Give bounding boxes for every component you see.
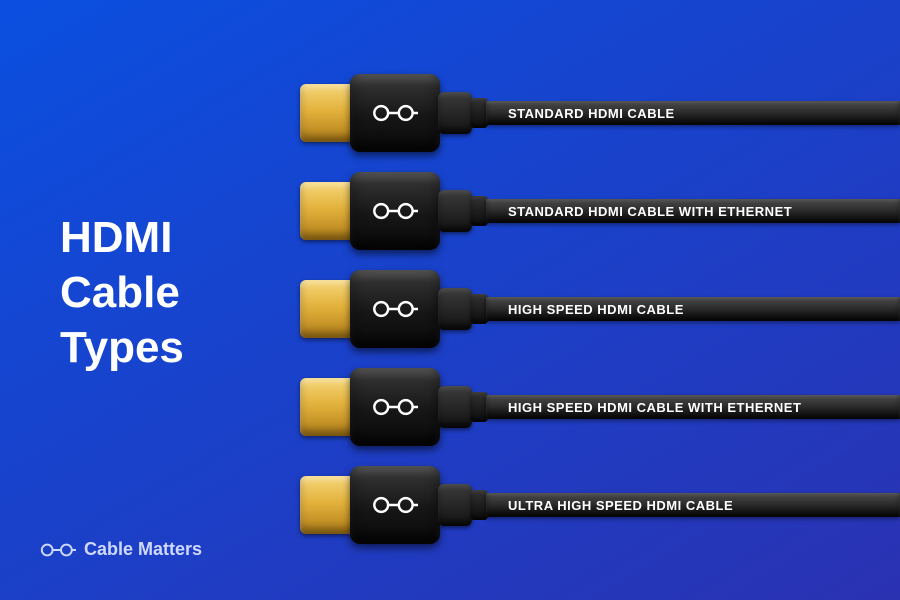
hdmi-strain-relief-icon — [438, 386, 472, 428]
title-line-3: Types — [60, 320, 184, 375]
hdmi-cable-cord: HIGH SPEED HDMI CABLE — [486, 297, 900, 321]
cable-list: STANDARD HDMI CABLE STANDARD HDMI CABLE … — [300, 70, 900, 560]
cable-type-label: HIGH SPEED HDMI CABLE — [508, 302, 684, 317]
hdmi-cable-cord: STANDARD HDMI CABLE — [486, 101, 900, 125]
cable-type-label: ULTRA HIGH SPEED HDMI CABLE — [508, 498, 733, 513]
hdmi-connector-body-icon — [350, 270, 440, 348]
hdmi-connector-tip-icon — [300, 378, 356, 436]
title-line-2: Cable — [60, 265, 184, 320]
hdmi-connector-tip-icon — [300, 280, 356, 338]
cable-row: HIGH SPEED HDMI CABLE — [300, 266, 900, 358]
cable-row: STANDARD HDMI CABLE WITH ETHERNET — [300, 168, 900, 260]
hdmi-cable-cord: HIGH SPEED HDMI CABLE WITH ETHERNET — [486, 395, 900, 419]
hdmi-connector-tip-icon — [300, 182, 356, 240]
cable-row: ULTRA HIGH SPEED HDMI CABLE — [300, 462, 900, 554]
hdmi-connector-body-icon — [350, 466, 440, 544]
cable-row: STANDARD HDMI CABLE — [300, 70, 900, 162]
hdmi-connector-tip-icon — [300, 84, 356, 142]
hdmi-strain-relief-icon — [438, 484, 472, 526]
infographic-canvas: HDMI Cable Types STANDARD HDMI CABLE — [0, 0, 900, 600]
cable-type-label: STANDARD HDMI CABLE WITH ETHERNET — [508, 204, 792, 219]
hdmi-strain-relief-icon — [438, 190, 472, 232]
cable-type-label: HIGH SPEED HDMI CABLE WITH ETHERNET — [508, 400, 801, 415]
title-line-1: HDMI — [60, 210, 184, 265]
hdmi-connector-body-icon — [350, 74, 440, 152]
hdmi-connector-body-icon — [350, 172, 440, 250]
hdmi-cable-cord: ULTRA HIGH SPEED HDMI CABLE — [486, 493, 900, 517]
hdmi-cable-cord: STANDARD HDMI CABLE WITH ETHERNET — [486, 199, 900, 223]
page-title: HDMI Cable Types — [60, 210, 184, 375]
brand-text: Cable Matters — [84, 539, 202, 560]
brand-logo-icon — [40, 540, 76, 560]
hdmi-strain-relief-icon — [438, 92, 472, 134]
hdmi-connector-body-icon — [350, 368, 440, 446]
cable-type-label: STANDARD HDMI CABLE — [508, 106, 675, 121]
cable-row: HIGH SPEED HDMI CABLE WITH ETHERNET — [300, 364, 900, 456]
hdmi-connector-tip-icon — [300, 476, 356, 534]
hdmi-strain-relief-icon — [438, 288, 472, 330]
brand-footer: Cable Matters — [40, 539, 202, 560]
